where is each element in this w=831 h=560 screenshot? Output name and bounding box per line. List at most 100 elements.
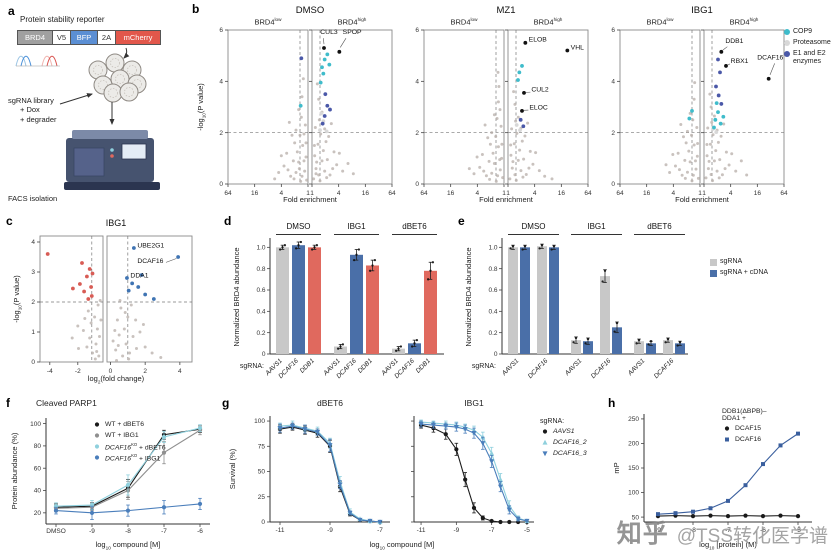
svg-text:-4: -4 <box>47 368 53 375</box>
svg-text:64: 64 <box>420 190 428 197</box>
legend-marker <box>94 444 100 449</box>
svg-text:0.2: 0.2 <box>256 330 265 337</box>
svg-text:0: 0 <box>611 181 615 188</box>
subplot-title-brd4high: BRD4high <box>533 17 563 27</box>
g-legend: sgRNA: AAVS1 DCAF16_2 DCAF16_3 <box>540 418 587 460</box>
svg-text:50: 50 <box>632 514 640 521</box>
svg-text:0: 0 <box>494 351 498 358</box>
svg-text:sgRNA:: sgRNA: <box>472 363 496 370</box>
svg-text:4: 4 <box>178 368 182 375</box>
legend-item: DCAF16_3 <box>540 449 587 458</box>
panel-e-label: e <box>458 214 465 228</box>
svg-text:4: 4 <box>476 190 480 197</box>
svg-text:16: 16 <box>643 190 651 197</box>
svg-text:6: 6 <box>219 27 223 34</box>
panel-e: 0 0.2 0.4 0.6 0.8 1.0 DMSO AAVS1 DCAF16 IBG1 AAVS1… <box>458 214 831 398</box>
svg-text:0.4: 0.4 <box>256 309 265 316</box>
svg-text:4: 4 <box>415 79 419 86</box>
svg-text:SPOP: SPOP <box>343 29 362 36</box>
h-legend-title-line2: DDA1 + <box>722 415 746 422</box>
legend-item-proteasome: Proteasome <box>784 39 831 47</box>
svg-text:-7: -7 <box>725 527 731 534</box>
panel-b: 64 16 4 1 0 2 4 6 CUL3 SPOP 64 16 4 1 64 16 4 1 0 2 4 6 ELOB VH… <box>192 2 831 214</box>
svg-text:-9: -9 <box>327 527 333 534</box>
svg-text:0.2: 0.2 <box>488 330 497 337</box>
fluorescence-spectra-icon <box>15 55 60 67</box>
svg-text:16: 16 <box>447 190 455 197</box>
svg-text:CUL3: CUL3 <box>320 29 338 36</box>
svg-text:-2: -2 <box>75 368 81 375</box>
svg-text:UBE2G1: UBE2G1 <box>137 242 164 249</box>
svg-text:0.4: 0.4 <box>488 309 497 316</box>
f-y-axis-label: Protein abundance (%) <box>10 432 19 510</box>
reporter-segment-BRD4: BRD4 <box>17 30 53 45</box>
panel-d: 0 0.2 0.4 0.6 0.8 1.0 DMSO AAVS1 DCAF16 DDB1 IBG1 A… <box>224 214 456 398</box>
cell-cluster-icon <box>88 53 147 103</box>
subplot-title-brd4low: BRD4low <box>646 17 674 27</box>
svg-text:0.6: 0.6 <box>488 287 497 294</box>
svg-text:1: 1 <box>502 190 506 197</box>
svg-text:1: 1 <box>506 190 510 197</box>
legend-marker <box>542 451 548 457</box>
b-x-axis-label: Fold enrichment <box>479 195 533 204</box>
f-x-axis-label: log10 compound [M] <box>95 540 161 551</box>
panel-h-label: h <box>608 396 616 410</box>
legend-marker <box>725 437 729 442</box>
svg-text:2: 2 <box>611 130 615 137</box>
legend-item: AAVS1 <box>540 427 587 436</box>
c-y-axis-label: -log10(P value) <box>12 275 23 323</box>
svg-text:1.0: 1.0 <box>256 245 265 252</box>
svg-text:2: 2 <box>143 368 147 375</box>
reporter-title: Protein stability reporter <box>20 15 105 24</box>
svg-text:250: 250 <box>628 416 639 423</box>
svg-text:3: 3 <box>31 269 35 276</box>
svg-text:DMSO: DMSO <box>522 222 546 231</box>
svg-text:0.8: 0.8 <box>256 266 265 273</box>
svg-text:DDA1: DDA1 <box>130 272 148 279</box>
svg-text:2: 2 <box>31 299 35 306</box>
b-y-axis-label: -log10(P value) <box>196 83 207 131</box>
legend-marker <box>94 422 100 427</box>
legend-item-e1e2: E1 and E2 enzymes <box>784 50 831 66</box>
legend-label: sgRNA <box>720 258 743 265</box>
svg-text:25: 25 <box>258 494 266 501</box>
svg-text:0: 0 <box>415 181 419 188</box>
svg-text:64: 64 <box>584 190 592 197</box>
h-y-axis-label: mP <box>612 462 621 474</box>
svg-text:dBET6: dBET6 <box>402 222 427 231</box>
svg-text:RBX1: RBX1 <box>731 58 749 65</box>
facs-machine-icon <box>64 130 160 190</box>
svg-text:ELOB: ELOB <box>529 37 548 44</box>
panel-c: UBE2G1 DCAF16 DDA1 0 1 2 3 4 -4 -2 0 2 4 c IBG1 -log… <box>6 214 212 398</box>
panel-a: a Protein stability reporter BRD4 V5 BFP 2A… <box>8 4 192 212</box>
svg-text:-5: -5 <box>524 527 530 534</box>
e-y-axis-label: Normalized BRD4 abundance <box>464 247 473 347</box>
svg-text:60: 60 <box>34 465 42 472</box>
subplot-title-brd4high: BRD4high <box>729 17 759 27</box>
d-y-axis-label: Normalized BRD4 abundance <box>232 247 241 347</box>
svg-text:4: 4 <box>533 190 537 197</box>
svg-text:ELOC: ELOC <box>529 105 548 112</box>
svg-text:IBG1: IBG1 <box>587 222 606 231</box>
svg-text:0.6: 0.6 <box>256 287 265 294</box>
g-legend-title: sgRNA: <box>540 418 565 425</box>
svg-text:0.8: 0.8 <box>488 266 497 273</box>
panel-g: -11 -9 -7 0 25 50 75 100 -11 -9 -7 -5 g dBET6 IBG1 … <box>222 396 608 560</box>
svg-text:4: 4 <box>672 190 676 197</box>
svg-text:-9: -9 <box>453 527 459 534</box>
legend-marker <box>542 439 548 445</box>
reporter-segment-BFP: BFP <box>70 30 98 45</box>
h-legend-title-line1: DDB1(ΔBPB)– <box>722 408 767 415</box>
reporter-workflow-art <box>15 47 160 190</box>
svg-text:AAVS1: AAVS1 <box>626 357 646 377</box>
svg-text:50: 50 <box>258 469 266 476</box>
svg-text:AAVS1: AAVS1 <box>563 357 583 377</box>
dox-label: + Dox <box>20 105 40 114</box>
svg-text:-7: -7 <box>489 527 495 534</box>
panel-f: 20 40 60 80 100 DMSO -9 -8 -7 -6 f Cleaved PARP1 … <box>6 396 220 560</box>
svg-text:6: 6 <box>611 27 615 34</box>
svg-text:-6: -6 <box>197 528 203 535</box>
e-legend: sgRNA sgRNA + cDNA <box>710 258 768 280</box>
